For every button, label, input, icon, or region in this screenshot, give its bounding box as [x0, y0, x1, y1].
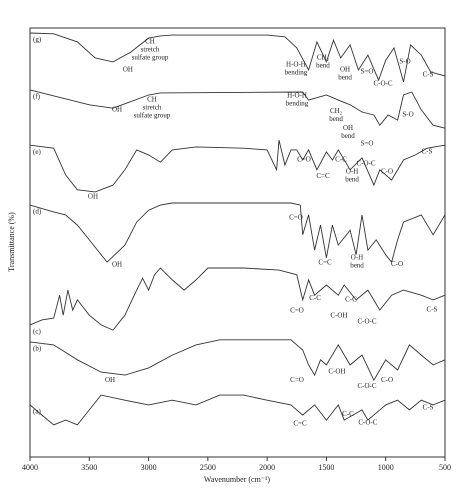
annotation: sulfate group	[134, 112, 171, 120]
annotation: C-O-C	[357, 382, 376, 390]
annotation: bend	[338, 74, 352, 82]
annotation: stretch	[141, 46, 160, 54]
annotation: bending	[285, 68, 308, 76]
annotation: C-C	[309, 294, 321, 302]
annotation: sulfate group	[132, 54, 169, 62]
annotation: C=O	[289, 213, 303, 221]
annotation: C-C	[342, 410, 354, 418]
annotation: C-O-C	[358, 418, 377, 426]
y-axis-label: Transmittance (%)	[7, 212, 16, 272]
annotation: stretch	[143, 104, 162, 112]
annotation: bend	[345, 176, 359, 184]
x-tick-label: 4000	[22, 463, 38, 472]
annotation: C-O-C	[357, 318, 376, 326]
annotation: S=O	[361, 140, 374, 148]
annotation: bend	[350, 261, 364, 269]
annotation: OH	[123, 66, 133, 74]
annotation: C=C	[318, 259, 332, 267]
annotation: C-O-C	[373, 80, 392, 88]
x-tick-label: 1000	[378, 463, 394, 472]
x-tick-label: 500	[439, 463, 451, 472]
annotation: OH	[105, 376, 115, 384]
annotation: C=C	[293, 420, 307, 428]
series-name: (d)	[33, 208, 42, 216]
annotation: C-S	[423, 71, 434, 79]
annotation: C-OH	[330, 312, 347, 320]
spectrum-line	[29, 139, 446, 193]
annotation: S-O	[402, 111, 413, 119]
annotation: C-O	[391, 260, 403, 268]
spectrum-line	[29, 394, 446, 426]
annotation: OH	[112, 106, 122, 114]
annotation: OH	[343, 124, 353, 132]
annotation: C-S	[427, 306, 438, 314]
x-tick-label: 1500	[318, 463, 334, 472]
series-name: (f)	[33, 93, 41, 101]
annotation: C-C	[335, 156, 347, 164]
annotation: OH	[112, 261, 122, 269]
annotation: C-S	[422, 148, 433, 156]
annotation: OH	[340, 66, 350, 74]
annotation: CH₂	[330, 107, 343, 115]
annotation: S-O	[399, 57, 410, 65]
annotation: O-H	[351, 253, 363, 261]
annotation: C-OH	[328, 368, 345, 376]
spectrum-line	[29, 339, 446, 382]
spectrum-line	[29, 202, 446, 264]
annotation: C-O	[381, 376, 393, 384]
annotation: O-H	[346, 168, 358, 176]
spectrum-line	[29, 32, 446, 83]
spectrum-line	[29, 89, 446, 129]
annotation: CH	[147, 96, 157, 104]
series-name: (b)	[33, 345, 42, 353]
annotation: C-O-C	[357, 159, 376, 167]
annotation: C=O	[297, 156, 311, 164]
annotation: OH	[88, 193, 98, 201]
series-name: (a)	[33, 407, 41, 415]
series-name: (g)	[33, 36, 42, 44]
x-tick-label: 2500	[200, 463, 216, 472]
annotation: H-O-H	[287, 91, 307, 99]
annotation: C=O	[290, 376, 304, 384]
series-name: (c)	[33, 328, 41, 336]
x-tick-label: 3500	[81, 463, 97, 472]
annotation: C=C	[316, 172, 330, 180]
annotation: C-S	[423, 403, 434, 411]
annotation: CH	[145, 38, 155, 46]
annotation: H-O-H	[286, 60, 306, 68]
annotation: bend	[316, 62, 330, 70]
annotation: CH₂	[317, 54, 330, 62]
series-name: (e)	[33, 148, 41, 156]
annotation: bend	[341, 132, 355, 140]
x-tick-label: 2000	[259, 463, 275, 472]
x-axis-label: Wavenumber (cm⁻¹)	[204, 475, 271, 484]
annotation: C-O	[381, 168, 393, 176]
annotation: C-C	[345, 295, 357, 303]
annotation: bend	[329, 115, 343, 123]
spectrum-line	[29, 267, 446, 331]
plot-frame	[29, 27, 446, 458]
x-tick-label: 3000	[141, 463, 157, 472]
annotation: bending	[286, 99, 309, 107]
annotation: S=O	[361, 68, 374, 76]
annotation: C=O	[290, 307, 304, 315]
